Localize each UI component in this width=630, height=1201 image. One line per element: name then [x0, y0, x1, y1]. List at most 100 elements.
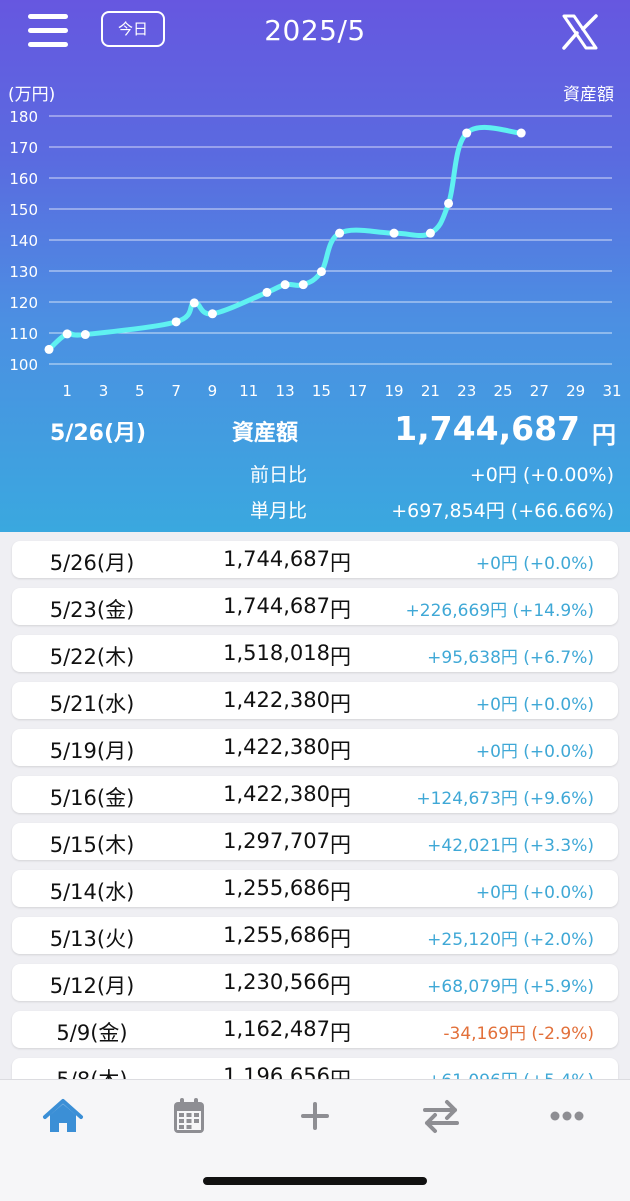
list-item[interactable]: 5/23(金) 1,744,687 円 +226,669円 (+14.9%) — [12, 588, 618, 625]
list-item[interactable]: 5/21(水) 1,422,380 円 +0円 (+0.0%) — [12, 682, 618, 719]
x-tick-label: 1 — [62, 382, 72, 400]
data-point — [189, 298, 199, 308]
y-tick-label: 170 — [9, 139, 38, 157]
month-change-label: 単月比 — [250, 500, 308, 522]
list-item[interactable]: 5/13(火) 1,255,686 円 +25,120円 (+2.0%) — [12, 917, 618, 954]
chart-series-label: 資産額 — [563, 85, 614, 105]
row-date: 5/16(金) — [49, 786, 135, 810]
row-amount: 1,196,656 — [223, 1064, 330, 1079]
x-tick-label: 25 — [493, 382, 512, 400]
row-change: +61,096円 (+5.4%) — [427, 1066, 594, 1079]
y-tick-label: 150 — [9, 201, 38, 219]
menu-icon[interactable] — [28, 14, 68, 48]
data-point — [44, 344, 54, 354]
row-change: +226,669円 (+14.9%) — [405, 601, 594, 621]
row-yen-unit: 円 — [330, 645, 351, 669]
plus-icon[interactable] — [290, 1096, 340, 1136]
row-amount: 1,422,380 — [223, 688, 330, 712]
data-point — [462, 128, 472, 138]
data-point — [80, 330, 90, 340]
list-item[interactable]: 5/22(木) 1,518,018 円 +95,638円 (+6.7%) — [12, 635, 618, 672]
data-point — [171, 317, 181, 327]
list-item[interactable]: 5/19(月) 1,422,380 円 +0円 (+0.0%) — [12, 729, 618, 766]
row-amount: 1,518,018 — [223, 641, 330, 665]
row-amount: 1,297,707 — [223, 829, 330, 853]
asset-header-panel: 今日 2025/5 (万円) 資産額 100 110 120 130 140 150 160… — [0, 0, 630, 532]
top-bar: 今日 2025/5 — [0, 0, 630, 70]
x-tick-label: 7 — [171, 382, 181, 400]
row-date: 5/9(金) — [56, 1021, 128, 1045]
data-point — [335, 228, 345, 238]
list-item[interactable]: 5/9(金) 1,162,487 円 -34,169円 (-2.9%) — [12, 1011, 618, 1048]
row-date: 5/12(月) — [49, 974, 135, 998]
row-amount: 1,255,686 — [223, 923, 330, 947]
row-amount: 1,422,380 — [223, 735, 330, 759]
daily-asset-list[interactable]: 5/26(月) 1,744,687 円 +0円 (+0.0%) 5/23(金) … — [0, 532, 630, 1079]
asset-series-line — [46, 124, 524, 352]
chart-unit-label: (万円) — [8, 85, 56, 105]
row-date: 5/19(月) — [49, 739, 135, 763]
x-tick-label: 31 — [602, 382, 621, 400]
row-yen-unit: 円 — [330, 1064, 351, 1079]
home-indicator — [203, 1177, 427, 1185]
summary-label: 資産額 — [232, 421, 299, 446]
today-button[interactable]: 今日 — [101, 11, 165, 47]
x-tick-label: 21 — [421, 382, 440, 400]
x-share-icon[interactable] — [560, 12, 600, 52]
row-amount: 1,162,487 — [223, 1017, 330, 1041]
row-date: 5/22(木) — [49, 645, 135, 669]
row-date: 5/14(水) — [49, 880, 135, 904]
row-amount: 1,744,687 — [223, 547, 330, 571]
row-change: +0円 (+0.0%) — [475, 883, 594, 903]
list-item[interactable]: 5/15(木) 1,297,707 円 +42,021円 (+3.3%) — [12, 823, 618, 860]
x-tick-label: 3 — [99, 382, 109, 400]
row-change: +95,638円 (+6.7%) — [427, 648, 594, 668]
summary-total-value: 1,744,687 — [394, 409, 580, 448]
data-point — [516, 128, 526, 138]
row-yen-unit: 円 — [330, 786, 351, 810]
row-yen-unit: 円 — [330, 833, 351, 857]
row-change: +0円 (+0.0%) — [475, 695, 594, 715]
y-tick-label: 110 — [9, 325, 38, 343]
y-tick-label: 140 — [9, 232, 38, 250]
row-date: 5/21(水) — [49, 692, 135, 716]
y-tick-label: 160 — [9, 170, 38, 188]
summary-yen-unit: 円 — [592, 421, 616, 449]
x-tick-label: 23 — [457, 382, 476, 400]
data-point — [316, 267, 326, 277]
list-item[interactable]: 5/26(月) 1,744,687 円 +0円 (+0.0%) — [12, 541, 618, 578]
month-title[interactable]: 2025/5 — [264, 14, 366, 47]
row-yen-unit: 円 — [330, 739, 351, 763]
data-point — [62, 329, 72, 339]
list-item[interactable]: 5/8(木) 1,196,656 円 +61,096円 (+5.4%) — [12, 1058, 618, 1079]
list-item[interactable]: 5/12(月) 1,230,566 円 +68,079円 (+5.9%) — [12, 964, 618, 1001]
row-date: 5/8(木) — [12, 1064, 172, 1079]
month-change-value: +697,854円 (+66.66%) — [391, 500, 614, 522]
x-tick-label: 27 — [530, 382, 549, 400]
more-icon[interactable] — [542, 1096, 592, 1136]
row-change: +25,120円 (+2.0%) — [427, 930, 594, 950]
y-tick-label: 120 — [9, 294, 38, 312]
row-yen-unit: 円 — [330, 598, 351, 622]
row-date: 5/13(火) — [49, 927, 135, 951]
row-change: +0円 (+0.0%) — [475, 554, 594, 574]
list-item[interactable]: 5/14(水) 1,255,686 円 +0円 (+0.0%) — [12, 870, 618, 907]
x-tick-label: 5 — [135, 382, 145, 400]
list-item[interactable]: 5/16(金) 1,422,380 円 +124,673円 (+9.6%) — [12, 776, 618, 813]
row-amount: 1,744,687 — [223, 594, 330, 618]
row-change: +42,021円 (+3.3%) — [427, 836, 594, 856]
row-yen-unit: 円 — [330, 880, 351, 904]
row-amount: 1,255,686 — [223, 876, 330, 900]
calendar-icon[interactable] — [164, 1096, 214, 1136]
y-tick-label: 130 — [9, 263, 38, 281]
x-tick-label: 15 — [312, 382, 331, 400]
x-tick-label: 9 — [208, 382, 218, 400]
transfer-icon[interactable] — [416, 1096, 466, 1136]
row-amount: 1,230,566 — [223, 970, 330, 994]
x-tick-label: 19 — [385, 382, 404, 400]
row-yen-unit: 円 — [330, 974, 351, 998]
x-tick-label: 11 — [239, 382, 258, 400]
home-icon[interactable] — [38, 1096, 88, 1136]
row-amount: 1,422,380 — [223, 782, 330, 806]
